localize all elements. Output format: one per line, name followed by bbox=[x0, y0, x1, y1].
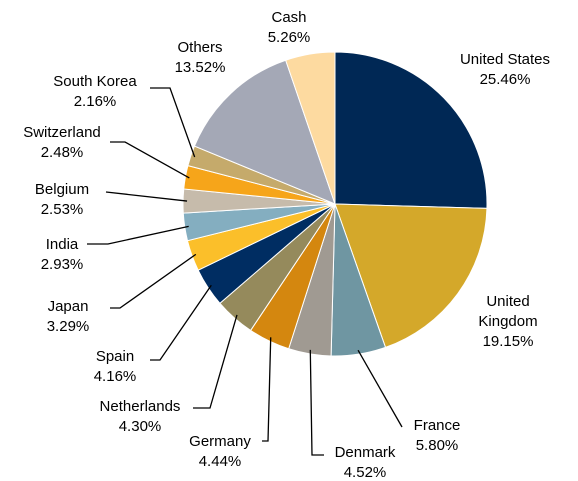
leader-line bbox=[309, 349, 324, 456]
value-label: 4.52% bbox=[343, 464, 387, 481]
category-label: United Kingdom bbox=[478, 293, 538, 330]
leader-line bbox=[193, 314, 238, 409]
value-label: 2.93% bbox=[40, 256, 84, 273]
slice-label: Spain 4.16% bbox=[75, 347, 155, 387]
category-label: Spain bbox=[95, 348, 135, 365]
leader-line bbox=[110, 141, 190, 179]
pie-slice bbox=[285, 51, 336, 205]
slice-label: Cash 5.26% bbox=[249, 8, 329, 48]
value-label: 2.16% bbox=[73, 93, 117, 110]
slice-label: Denmark 4.52% bbox=[325, 443, 405, 481]
leader-line bbox=[150, 284, 212, 361]
value-label: 4.44% bbox=[198, 453, 242, 470]
pie-slice bbox=[193, 59, 336, 205]
category-label: Switzerland bbox=[23, 124, 101, 141]
leader-line bbox=[110, 253, 197, 309]
category-label: Belgium bbox=[34, 181, 90, 198]
leader-line bbox=[262, 337, 272, 442]
category-label: Others bbox=[177, 39, 223, 56]
slice-label: Others 13.52% bbox=[155, 38, 245, 78]
value-label: 3.29% bbox=[46, 318, 90, 335]
value-label: 13.52% bbox=[174, 59, 226, 76]
value-label: 5.26% bbox=[267, 29, 311, 46]
slice-label: Germany 4.44% bbox=[175, 432, 265, 472]
category-label: United States bbox=[459, 51, 551, 68]
slice-label: Japan 3.29% bbox=[28, 297, 108, 337]
slice-label: Switzerland 2.48% bbox=[7, 123, 117, 163]
value-label: 4.16% bbox=[93, 368, 137, 385]
slice-label: United States 25.46% bbox=[435, 50, 575, 90]
leader-line bbox=[150, 87, 196, 158]
slice-label: India 2.93% bbox=[22, 235, 102, 275]
slice-label: France 5.80% bbox=[397, 416, 477, 456]
category-label: Netherlands bbox=[99, 398, 181, 415]
value-label: 2.48% bbox=[40, 144, 84, 161]
slice-label: United Kingdom 19.15% bbox=[468, 292, 548, 352]
value-label: 19.15% bbox=[482, 333, 534, 350]
category-label: India bbox=[45, 236, 79, 253]
slice-label: South Korea 2.16% bbox=[35, 72, 155, 112]
slice-label: Netherlands 4.30% bbox=[85, 397, 195, 437]
value-label: 5.80% bbox=[415, 437, 459, 454]
category-label: France bbox=[413, 417, 461, 434]
leader-line bbox=[105, 191, 188, 202]
value-label: 2.53% bbox=[40, 201, 84, 218]
slice-label: Belgium 2.53% bbox=[17, 180, 107, 220]
value-label: 25.46% bbox=[479, 71, 531, 88]
pie-slice bbox=[334, 51, 488, 209]
category-label: South Korea bbox=[53, 73, 137, 90]
category-label: Japan bbox=[47, 298, 89, 315]
value-label: 4.30% bbox=[118, 418, 162, 435]
category-label: Denmark bbox=[334, 444, 396, 461]
leader-line bbox=[87, 225, 189, 245]
category-label: Germany bbox=[189, 433, 251, 450]
leader-line bbox=[357, 349, 403, 428]
category-label: Cash bbox=[271, 9, 307, 26]
